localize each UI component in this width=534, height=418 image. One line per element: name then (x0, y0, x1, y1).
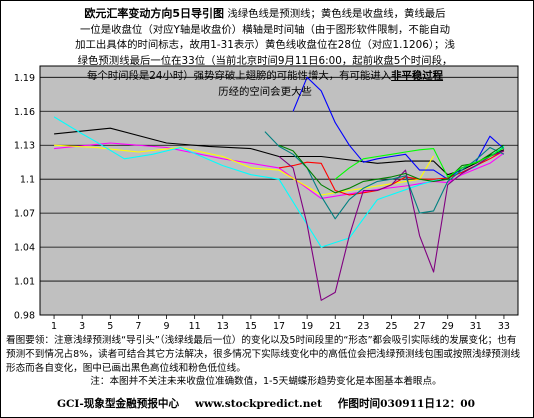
x-tick-label-12: 25 (385, 321, 397, 332)
footer: GCI-现象型金融预报中心 www.stockpredict.net 作图时间0… (4, 396, 528, 411)
header-line-6: 历经的空间会更大些 (218, 85, 312, 98)
y-tick-label-5: 1.13 (14, 141, 35, 152)
y-tick-label-3: 1.07 (14, 209, 35, 220)
header-line-1: 浅绿色线是预测线；黄色线是收盘线，黄线最后 (227, 8, 446, 20)
x-tick-label-15: 31 (470, 321, 482, 332)
series-line-purple (278, 150, 505, 301)
series-line-green (278, 144, 505, 194)
x-tick-label-5: 11 (189, 321, 201, 332)
footer-url[interactable]: www.stockpredict.net (194, 398, 323, 410)
y-tick-label-0: 0.98 (14, 311, 35, 322)
series-line-pink_low (54, 142, 505, 199)
explanation-text: 看图要领：注意浅绿预测线“导引头”（浅绿线最后一位）的变化以及5时间段里的“形态… (6, 334, 526, 389)
x-tick-label-8: 17 (273, 321, 285, 332)
header-line-3: 加工出具体的时间标志，故用1-31表示）黄色线收盘位在28位（对应1.1206）… (75, 39, 455, 51)
footer-org: GCI-现象型金融预报中心 (56, 398, 180, 410)
guide-paragraph: 看图要领：注意浅绿预测线“导引头”（浅绿线最后一位）的变化以及5时间段里的“形态… (6, 335, 521, 374)
plot-area (39, 65, 519, 316)
x-tick-label-10: 21 (329, 321, 341, 332)
series-line-black_high (54, 127, 505, 176)
chart-title: 欧元汇率变动方向5日导引图 (84, 7, 225, 20)
header-line-4: 绿色预测线最后一位在33位（当前北京时间9月11日6:00，起前收盘5个时间段， (77, 54, 453, 67)
x-tick-label-0: 1 (51, 321, 57, 332)
x-tick-label-3: 7 (135, 321, 141, 332)
y-tick-label-7: 1.19 (14, 73, 35, 84)
header-line-5: 每个时间段是24小时）强势穿破上翅膀的可能性增大，有可能进入 (86, 70, 392, 82)
x-tick-label-11: 23 (357, 321, 369, 332)
chart-header-text: 欧元汇率变动方向5日导引图 浅绿色线是预测线；黄色线是收盘线，黄线最后 一位是收… (4, 6, 526, 100)
y-tick-label-1: 1.01 (14, 277, 35, 288)
x-tick-label-6: 13 (217, 321, 229, 332)
series-line-light_green_forecast (53, 116, 505, 248)
x-tick-label-14: 29 (442, 321, 454, 332)
y-tick-label-6: 1.16 (14, 107, 35, 118)
x-tick-label-9: 19 (301, 321, 313, 332)
x-tick-label-13: 27 (414, 321, 426, 332)
x-tick-label-2: 5 (107, 321, 113, 332)
y-tick-label-4: 1.1 (20, 175, 35, 186)
series-line-lime (334, 147, 505, 180)
x-tick-label-16: 33 (498, 321, 510, 332)
x-tick-label-1: 3 (79, 321, 85, 332)
x-tick-label-7: 15 (245, 321, 257, 332)
header-line-2: 一位是收盘位（对应Y轴是收盘价）横轴是时间轴（由于图形软件限制，不能自动 (79, 23, 450, 36)
footer-time: 作图时间030911日12：00 (337, 398, 476, 410)
note-line: 注：本图并不关注未来收盘位准确数值，1-5天蝴蝶形趋势变化是本图基本着眼点。 (90, 376, 442, 388)
header-emphasis: 非平稳过程 (391, 70, 444, 82)
x-tick-label-4: 9 (164, 321, 170, 332)
series-line-yellow_close (54, 144, 435, 196)
y-tick-label-2: 1.04 (14, 243, 35, 254)
